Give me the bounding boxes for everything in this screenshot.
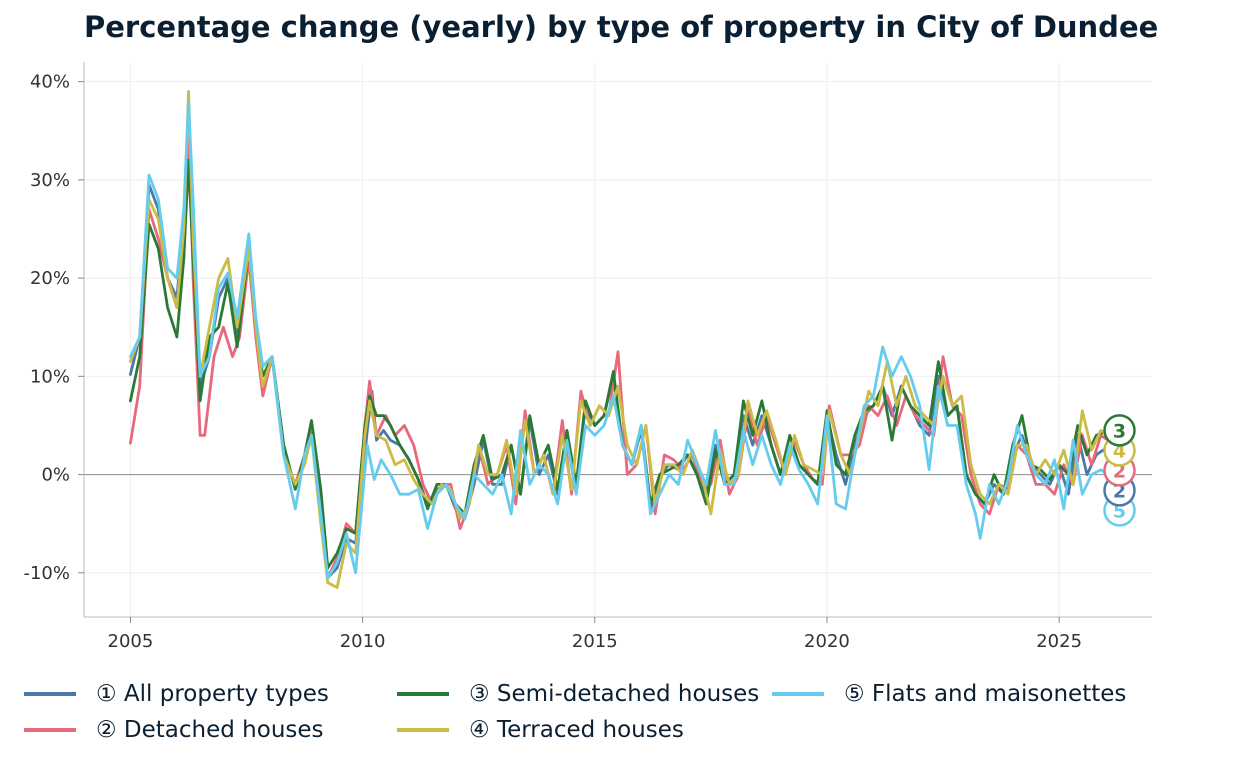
series-line [129, 90, 1110, 589]
x-tick-label: 2015 [572, 631, 618, 652]
legend-label: ④ Terraced houses [469, 717, 684, 743]
y-tick-label: 30% [30, 170, 70, 191]
x-tick-label: 2020 [804, 631, 850, 652]
legend-item: ⑤ Flats and maisonettes [772, 680, 1126, 708]
legend-item: ① All property types [24, 680, 329, 708]
x-tick-label: 2025 [1036, 631, 1082, 652]
series-line [129, 119, 1110, 580]
legend-item: ④ Terraced houses [397, 716, 684, 744]
line-chart: -10%0%10%20%30%40%2005 2010 2015 2020 202552… [23, 62, 1152, 652]
series-line [129, 119, 1110, 580]
legend-swatch [772, 692, 824, 696]
legend-swatch [397, 692, 449, 696]
chart-legend: ① All property types ② Detached houses ③ S… [24, 680, 1244, 752]
legend-swatch [397, 728, 449, 732]
series-line [129, 99, 1110, 580]
legend-swatch [24, 728, 76, 732]
x-tick-label: 2010 [340, 631, 386, 652]
y-tick-label: 40% [30, 72, 70, 93]
y-tick-label: 0% [41, 465, 70, 486]
legend-label: ① All property types [96, 681, 329, 707]
chart-title: Percentage change (yearly) by type of pr… [84, 10, 1159, 44]
series-end-label: 3 [1113, 420, 1126, 442]
legend-label: ③ Semi-detached houses [469, 681, 760, 707]
y-tick-label: 10% [30, 366, 70, 387]
legend-swatch [24, 692, 76, 696]
legend-item: ② Detached houses [24, 716, 324, 744]
legend-item: ③ Semi-detached houses [397, 680, 759, 708]
legend-label: ⑤ Flats and maisonettes [844, 681, 1127, 707]
series-end-marker [1103, 414, 1136, 447]
y-tick-label: 20% [30, 268, 70, 289]
legend-label: ② Detached houses [96, 717, 324, 743]
y-tick-label: -10% [23, 563, 70, 584]
x-tick-label: 2005 [108, 631, 154, 652]
